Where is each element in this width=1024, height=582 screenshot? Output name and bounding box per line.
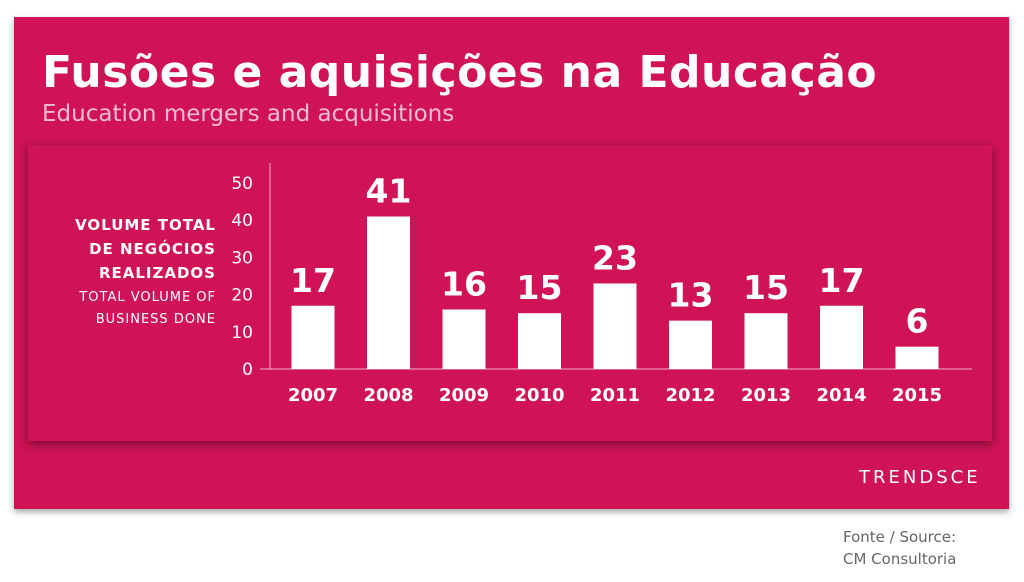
x-tick-label: 2015 — [892, 385, 942, 406]
x-tick-label: 2008 — [363, 385, 413, 406]
bar-value-label: 15 — [517, 268, 563, 307]
y-label-pt-line1: VOLUME TOTAL — [75, 216, 216, 234]
y-label-pt-line2: DE NEGÓCIOS — [89, 240, 216, 258]
bar-value-label: 6 — [906, 302, 929, 341]
bar-chart: 0 10 20 30 40 50 17 2007 41 2008 16 2009 15 2010 23 201… — [231, 163, 972, 406]
y-tick-label: 10 — [231, 323, 253, 343]
x-tick-label: 2014 — [816, 385, 866, 406]
y-label-pt-line3: REALIZADOS — [98, 264, 216, 282]
y-tick-label: 30 — [231, 248, 253, 268]
y-label-en: TOTAL VOLUME OF BUSINESS DONE — [38, 287, 216, 331]
x-tick-label: 2013 — [741, 385, 791, 406]
bar — [744, 313, 788, 369]
bar-value-label: 17 — [290, 261, 336, 300]
y-tick-label: 0 — [242, 360, 253, 380]
x-tick-label: 2007 — [288, 385, 338, 406]
y-label-en-line1: TOTAL VOLUME OF — [79, 290, 216, 305]
source-note: Fonte / Source: CM Consultoria — [843, 526, 956, 570]
bar-value-label: 17 — [819, 261, 865, 300]
y-tick-label: 40 — [231, 211, 253, 231]
y-axis-label: VOLUME TOTAL DE NEGÓCIOS REALIZADOS TOTA… — [38, 213, 216, 331]
bar — [367, 216, 410, 369]
x-tick-label: 2011 — [590, 385, 640, 406]
bar — [518, 313, 561, 369]
bar-value-label: 13 — [668, 276, 714, 315]
source-line1: Fonte / Source: — [843, 528, 957, 546]
x-tick-label: 2010 — [514, 385, 564, 406]
bar — [593, 283, 637, 369]
y-tick-label: 50 — [231, 174, 253, 194]
bar — [820, 305, 863, 369]
chart-area: VOLUME TOTAL DE NEGÓCIOS REALIZADOS TOTA… — [28, 145, 992, 441]
bar — [442, 309, 486, 369]
chart-title: Fusões e aquisições na Educação — [42, 47, 878, 98]
x-tick-label: 2012 — [665, 385, 715, 406]
bar — [291, 305, 335, 369]
bar-value-label: 15 — [743, 268, 789, 307]
bar-value-label: 23 — [592, 238, 638, 277]
bar — [669, 320, 712, 369]
brand-logo: TRENDSCE — [859, 467, 981, 488]
y-label-en-line2: BUSINESS DONE — [95, 312, 216, 327]
source-line2: CM Consultoria — [843, 550, 957, 568]
bar-value-label: 16 — [441, 264, 487, 303]
y-label-pt: VOLUME TOTAL DE NEGÓCIOS REALIZADOS — [38, 213, 216, 285]
chart-panel: Fusões e aquisições na Educação Educatio… — [14, 17, 1009, 509]
bar-value-label: 41 — [366, 171, 412, 210]
x-tick-label: 2009 — [439, 385, 489, 406]
chart-subtitle: Education mergers and acquisitions — [42, 101, 455, 127]
y-tick-label: 20 — [231, 286, 253, 306]
bar — [895, 346, 939, 369]
